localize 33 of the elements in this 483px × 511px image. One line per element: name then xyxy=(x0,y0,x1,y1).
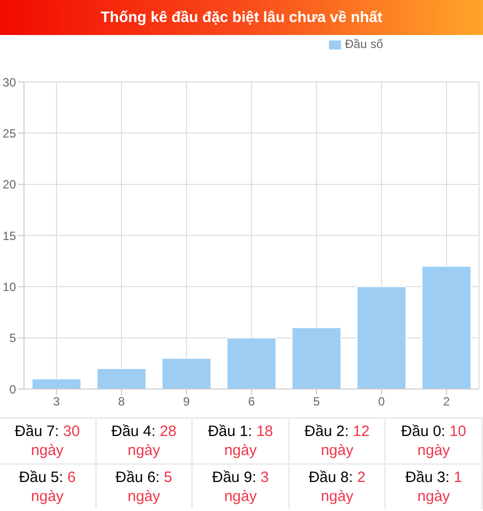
text: Đầu 0: 10 ngày xyxy=(401,423,466,459)
x-tick-label: 6 xyxy=(248,394,256,409)
y-tick-label: 0 xyxy=(9,382,16,396)
bar xyxy=(96,368,146,389)
y-tick-label: 20 xyxy=(2,178,16,192)
text: Đầu 8: 2 ngày xyxy=(308,469,366,505)
y-tick-label: 5 xyxy=(9,331,16,346)
x-tick-label: 9 xyxy=(183,394,190,409)
text: Đầu 3: 1 ngày xyxy=(405,469,462,505)
chart-title: Thống kê đầu đặc biệt lâu chưa về nhất xyxy=(0,0,483,35)
x-tick-label: 3 xyxy=(53,394,60,409)
legend-label: Đầu số xyxy=(344,37,383,51)
bar xyxy=(292,327,342,389)
y-tick-label: 30 xyxy=(2,75,16,90)
x-tick-label: 8 xyxy=(118,394,126,409)
bar xyxy=(162,358,212,389)
bar xyxy=(32,378,82,389)
bar xyxy=(356,286,406,389)
text: Đầu 6: 5 ngày xyxy=(116,469,172,505)
text: Đầu 9: 3 ngày xyxy=(212,469,269,505)
x-tick-label: 2 xyxy=(443,394,450,409)
x-tick-label: 5 xyxy=(313,394,320,409)
bar xyxy=(422,266,472,389)
bar xyxy=(226,337,276,389)
text: Đầu 2: 12 ngày xyxy=(304,423,370,459)
text: Đầu 5: 6 ngày xyxy=(18,469,76,505)
x-tick-label: 0 xyxy=(378,394,386,409)
y-tick-label: 10 xyxy=(2,280,16,294)
text: Đầu 4: 28 ngày xyxy=(111,423,176,459)
y-tick-label: 15 xyxy=(2,228,16,243)
text: Đầu 7: 30 ngày xyxy=(14,423,80,459)
text: Đầu 1: 18 ngày xyxy=(208,423,274,459)
y-tick-label: 25 xyxy=(2,126,16,140)
